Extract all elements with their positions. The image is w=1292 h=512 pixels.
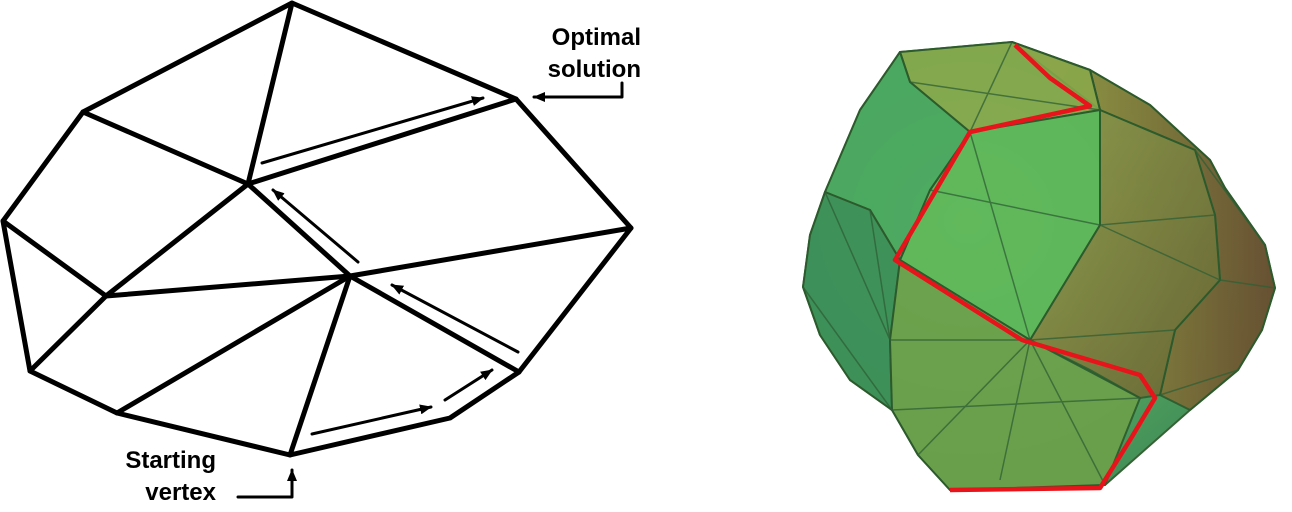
simplex-path-arrows xyxy=(260,96,520,436)
callout-start xyxy=(236,468,297,499)
starting-vertex-label-line1: Starting xyxy=(125,447,216,474)
polytope-line-diagram xyxy=(0,0,634,499)
polytope-3d-render xyxy=(802,41,1276,493)
optimal-solution-label-line1: Optimal xyxy=(552,24,641,51)
optimal-solution-label-line2: solution xyxy=(548,56,641,83)
path-arrow-3 xyxy=(390,283,520,354)
path-arrow-2 xyxy=(443,368,494,402)
path-arrow-5 xyxy=(260,96,485,165)
starting-vertex-label-line2: vertex xyxy=(145,479,216,506)
simplex-path-highlight xyxy=(892,43,1158,493)
path-arrow-4 xyxy=(271,188,360,264)
polytope-interior-edges xyxy=(0,0,634,458)
callout-optimal xyxy=(532,81,624,102)
path-arrow-1 xyxy=(310,404,433,436)
polytope-facet-edges xyxy=(802,41,1276,486)
